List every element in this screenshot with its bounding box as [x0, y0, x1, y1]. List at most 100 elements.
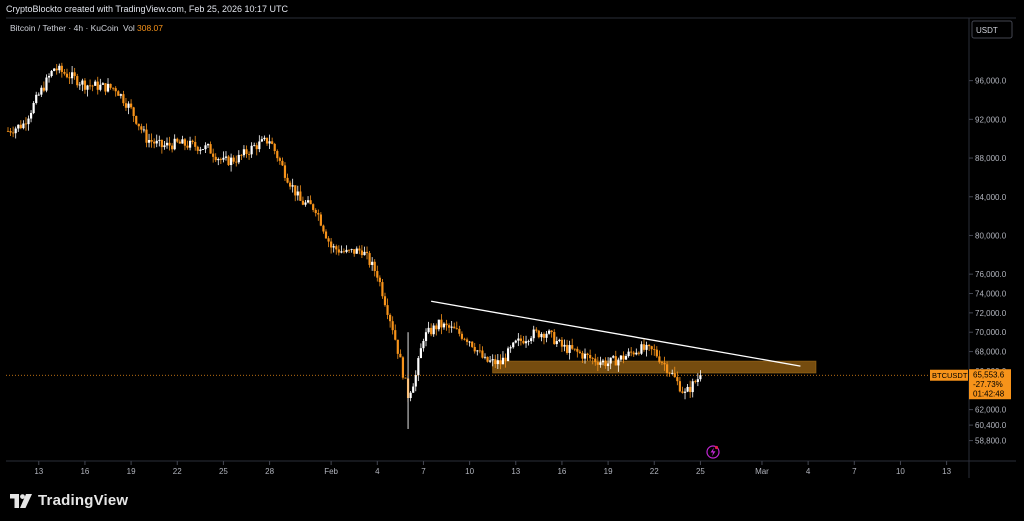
- candle-body: [465, 339, 469, 342]
- y-tick-label: 68,000.0: [975, 348, 1007, 357]
- x-tick-label: 16: [557, 467, 566, 476]
- currency-box[interactable]: [971, 20, 1013, 39]
- candle-body: [242, 149, 246, 156]
- candle-body: [206, 144, 210, 146]
- candle-body: [32, 102, 35, 113]
- candle-body: [463, 338, 466, 340]
- candle-body: [127, 103, 130, 108]
- y-tick-label: 96,000.0: [975, 77, 1007, 86]
- x-tick-label: 10: [896, 467, 905, 476]
- candle-body: [535, 329, 538, 331]
- candle-body: [27, 118, 30, 125]
- x-tick-label: 16: [80, 467, 89, 476]
- candle-body: [668, 372, 671, 374]
- candle-body: [460, 333, 464, 339]
- candle-body: [686, 386, 689, 392]
- candle-body: [263, 137, 266, 140]
- candle-body: [142, 129, 146, 131]
- candle-body: [363, 251, 366, 256]
- x-axis: 13 16 19 22 25 28 Feb 4 7 10 13 16 19 22 25 Mar 4 7 10 13: [34, 461, 952, 476]
- lightning-event-icon[interactable]: [706, 445, 720, 459]
- candle-body: [322, 225, 325, 232]
- candle-body: [268, 141, 271, 144]
- y-tick-label: 72,000.0: [975, 309, 1007, 318]
- candle-body: [176, 138, 179, 142]
- candle-body: [317, 213, 320, 215]
- candle-body: [260, 139, 263, 142]
- candle-body: [663, 362, 666, 365]
- candle-body: [494, 359, 497, 365]
- x-tick-label: 13: [511, 467, 520, 476]
- candle-body: [606, 363, 610, 367]
- x-tick-label: Mar: [755, 467, 769, 476]
- candle-body: [468, 341, 471, 343]
- support-zone-layer: [492, 360, 817, 374]
- candle-body: [445, 323, 448, 326]
- candle-body: [201, 149, 205, 151]
- candle-body: [299, 191, 302, 201]
- candle-body: [168, 142, 171, 146]
- candle-body: [565, 344, 569, 353]
- candle-body: [371, 261, 374, 265]
- candle-body: [581, 352, 584, 359]
- candle-body: [435, 325, 438, 330]
- trendline-layer: [431, 300, 801, 367]
- candle-body: [309, 200, 312, 205]
- candle-body: [291, 185, 294, 187]
- candle-body: [553, 332, 556, 345]
- x-tick-label: 7: [852, 467, 857, 476]
- candle-body: [558, 339, 561, 342]
- candle-body: [355, 248, 358, 254]
- candle-body: [50, 70, 53, 76]
- candle-body: [630, 351, 633, 353]
- candle-body: [245, 149, 248, 154]
- candle-body: [471, 341, 474, 347]
- candle-body: [417, 358, 420, 376]
- candle-body: [253, 145, 256, 147]
- candle-body: [694, 381, 697, 383]
- candle-body: [404, 377, 407, 379]
- candle-body: [665, 364, 669, 373]
- candle-body: [6, 130, 10, 132]
- candle-body: [645, 344, 648, 350]
- candle-body: [186, 145, 189, 148]
- candle-body: [573, 348, 576, 350]
- candle-body: [137, 123, 140, 127]
- candle-body: [519, 338, 523, 341]
- tradingview-logo[interactable]: TradingView: [10, 492, 128, 509]
- candle-body: [373, 261, 376, 272]
- candle-body: [335, 246, 338, 250]
- candle-body: [440, 319, 443, 328]
- candle-body: [653, 349, 656, 351]
- candle-body: [365, 251, 369, 254]
- candle-body: [455, 328, 458, 330]
- candle-body: [337, 249, 340, 253]
- candle-body: [532, 329, 535, 339]
- candle-body: [527, 341, 530, 342]
- candle-body: [171, 145, 174, 150]
- candle-body: [140, 126, 143, 130]
- candle-body: [119, 94, 122, 96]
- candle-body: [517, 338, 520, 341]
- candle-body: [591, 358, 594, 359]
- candle-body: [491, 359, 494, 361]
- candle-body: [627, 351, 630, 357]
- candle-body: [155, 140, 158, 144]
- x-tick-label: 4: [375, 467, 380, 476]
- y-tick-label: 74,000.0: [975, 290, 1007, 299]
- candle-body: [204, 145, 207, 150]
- candle-body: [350, 249, 353, 250]
- candle-body: [609, 357, 612, 364]
- candle-body: [612, 356, 615, 358]
- candle-body: [258, 141, 261, 150]
- candle-body: [235, 161, 238, 163]
- candle-body: [73, 72, 76, 77]
- candle-body: [409, 392, 412, 399]
- candle-body: [542, 333, 546, 338]
- chart-header: CryptoBlockto created with TradingView.c…: [6, 4, 288, 14]
- candle-body: [504, 357, 507, 362]
- candle-body: [596, 362, 599, 365]
- candle-body: [296, 191, 299, 196]
- candle-body: [117, 91, 120, 96]
